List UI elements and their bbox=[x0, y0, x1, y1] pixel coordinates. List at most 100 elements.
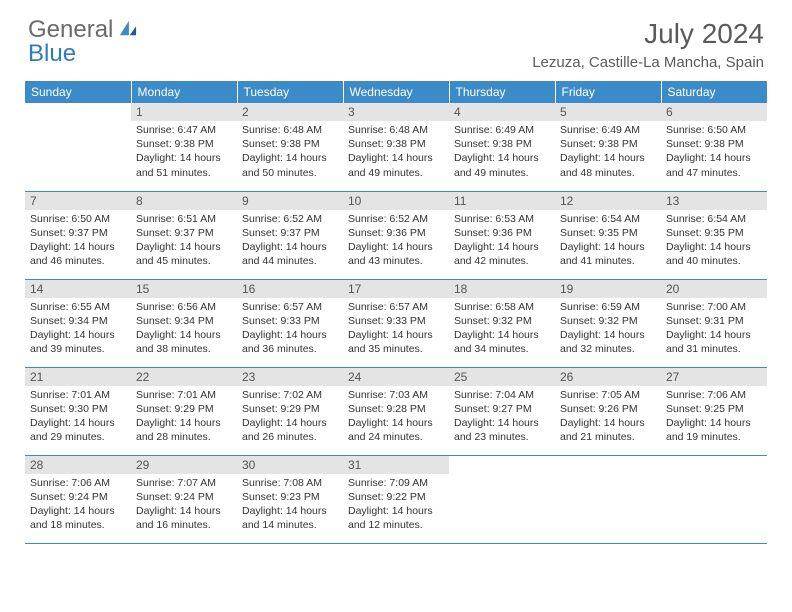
daylight-text: Daylight: 14 hours and 32 minutes. bbox=[560, 328, 656, 356]
sunset-text: Sunset: 9:35 PM bbox=[666, 226, 762, 240]
title-block: July 2024 Lezuza, Castille-La Mancha, Sp… bbox=[532, 18, 764, 71]
sunrise-text: Sunrise: 7:00 AM bbox=[666, 300, 762, 314]
sunrise-text: Sunrise: 6:54 AM bbox=[666, 212, 762, 226]
day-details: Sunrise: 6:49 AMSunset: 9:38 PMDaylight:… bbox=[449, 121, 555, 184]
calendar-cell: 2Sunrise: 6:48 AMSunset: 9:38 PMDaylight… bbox=[237, 103, 343, 191]
day-number: 31 bbox=[343, 456, 449, 474]
calendar-cell: 26Sunrise: 7:05 AMSunset: 9:26 PMDayligh… bbox=[555, 367, 661, 455]
calendar-cell: 9Sunrise: 6:52 AMSunset: 9:37 PMDaylight… bbox=[237, 191, 343, 279]
day-number: 13 bbox=[661, 192, 767, 210]
daylight-text: Daylight: 14 hours and 14 minutes. bbox=[242, 504, 338, 532]
sunrise-text: Sunrise: 6:58 AM bbox=[454, 300, 550, 314]
daylight-text: Daylight: 14 hours and 24 minutes. bbox=[348, 416, 444, 444]
sunset-text: Sunset: 9:24 PM bbox=[136, 490, 232, 504]
sunrise-text: Sunrise: 6:48 AM bbox=[348, 123, 444, 137]
sunset-text: Sunset: 9:24 PM bbox=[30, 490, 126, 504]
sunrise-text: Sunrise: 6:57 AM bbox=[242, 300, 338, 314]
day-number: 10 bbox=[343, 192, 449, 210]
day-number: 16 bbox=[237, 280, 343, 298]
sunset-text: Sunset: 9:32 PM bbox=[454, 314, 550, 328]
daylight-text: Daylight: 14 hours and 44 minutes. bbox=[242, 240, 338, 268]
sunrise-text: Sunrise: 6:53 AM bbox=[454, 212, 550, 226]
sunrise-text: Sunrise: 6:54 AM bbox=[560, 212, 656, 226]
daylight-text: Daylight: 14 hours and 29 minutes. bbox=[30, 416, 126, 444]
sunset-text: Sunset: 9:27 PM bbox=[454, 402, 550, 416]
daylight-text: Daylight: 14 hours and 36 minutes. bbox=[242, 328, 338, 356]
sunrise-text: Sunrise: 6:48 AM bbox=[242, 123, 338, 137]
calendar-cell bbox=[661, 455, 767, 543]
day-details: Sunrise: 6:56 AMSunset: 9:34 PMDaylight:… bbox=[131, 298, 237, 361]
calendar-cell: 17Sunrise: 6:57 AMSunset: 9:33 PMDayligh… bbox=[343, 279, 449, 367]
day-details: Sunrise: 6:49 AMSunset: 9:38 PMDaylight:… bbox=[555, 121, 661, 184]
day-details: Sunrise: 7:08 AMSunset: 9:23 PMDaylight:… bbox=[237, 474, 343, 537]
sunset-text: Sunset: 9:23 PM bbox=[242, 490, 338, 504]
daylight-text: Daylight: 14 hours and 48 minutes. bbox=[560, 151, 656, 179]
calendar-cell: 13Sunrise: 6:54 AMSunset: 9:35 PMDayligh… bbox=[661, 191, 767, 279]
sunrise-text: Sunrise: 7:02 AM bbox=[242, 388, 338, 402]
day-details: Sunrise: 7:02 AMSunset: 9:29 PMDaylight:… bbox=[237, 386, 343, 449]
calendar-table: SundayMondayTuesdayWednesdayThursdayFrid… bbox=[25, 81, 767, 544]
sunrise-text: Sunrise: 6:57 AM bbox=[348, 300, 444, 314]
sunrise-text: Sunrise: 6:49 AM bbox=[454, 123, 550, 137]
logo: GeneralBlue bbox=[28, 18, 139, 66]
day-details: Sunrise: 6:48 AMSunset: 9:38 PMDaylight:… bbox=[237, 121, 343, 184]
sunset-text: Sunset: 9:29 PM bbox=[242, 402, 338, 416]
calendar-cell: 23Sunrise: 7:02 AMSunset: 9:29 PMDayligh… bbox=[237, 367, 343, 455]
calendar-cell: 19Sunrise: 6:59 AMSunset: 9:32 PMDayligh… bbox=[555, 279, 661, 367]
day-details: Sunrise: 7:00 AMSunset: 9:31 PMDaylight:… bbox=[661, 298, 767, 361]
calendar-cell: 5Sunrise: 6:49 AMSunset: 9:38 PMDaylight… bbox=[555, 103, 661, 191]
day-number: 30 bbox=[237, 456, 343, 474]
daylight-text: Daylight: 14 hours and 16 minutes. bbox=[136, 504, 232, 532]
daylight-text: Daylight: 14 hours and 38 minutes. bbox=[136, 328, 232, 356]
day-number: 20 bbox=[661, 280, 767, 298]
daylight-text: Daylight: 14 hours and 35 minutes. bbox=[348, 328, 444, 356]
calendar-cell: 20Sunrise: 7:00 AMSunset: 9:31 PMDayligh… bbox=[661, 279, 767, 367]
day-details: Sunrise: 6:52 AMSunset: 9:36 PMDaylight:… bbox=[343, 210, 449, 273]
daylight-text: Daylight: 14 hours and 43 minutes. bbox=[348, 240, 444, 268]
calendar-cell: 8Sunrise: 6:51 AMSunset: 9:37 PMDaylight… bbox=[131, 191, 237, 279]
daylight-text: Daylight: 14 hours and 42 minutes. bbox=[454, 240, 550, 268]
day-details: Sunrise: 7:01 AMSunset: 9:29 PMDaylight:… bbox=[131, 386, 237, 449]
calendar-cell: 14Sunrise: 6:55 AMSunset: 9:34 PMDayligh… bbox=[25, 279, 131, 367]
sunset-text: Sunset: 9:32 PM bbox=[560, 314, 656, 328]
calendar-row: 14Sunrise: 6:55 AMSunset: 9:34 PMDayligh… bbox=[25, 279, 767, 367]
sunrise-text: Sunrise: 7:06 AM bbox=[30, 476, 126, 490]
sunset-text: Sunset: 9:35 PM bbox=[560, 226, 656, 240]
daylight-text: Daylight: 14 hours and 18 minutes. bbox=[30, 504, 126, 532]
daylight-text: Daylight: 14 hours and 49 minutes. bbox=[454, 151, 550, 179]
day-number: 24 bbox=[343, 368, 449, 386]
daylight-text: Daylight: 14 hours and 21 minutes. bbox=[560, 416, 656, 444]
day-details: Sunrise: 6:48 AMSunset: 9:38 PMDaylight:… bbox=[343, 121, 449, 184]
calendar-cell: 30Sunrise: 7:08 AMSunset: 9:23 PMDayligh… bbox=[237, 455, 343, 543]
day-number: 8 bbox=[131, 192, 237, 210]
calendar-cell: 3Sunrise: 6:48 AMSunset: 9:38 PMDaylight… bbox=[343, 103, 449, 191]
day-number: 6 bbox=[661, 103, 767, 121]
sunset-text: Sunset: 9:38 PM bbox=[560, 137, 656, 151]
logo-text-blue: Blue bbox=[28, 40, 76, 67]
calendar-cell: 28Sunrise: 7:06 AMSunset: 9:24 PMDayligh… bbox=[25, 455, 131, 543]
calendar-cell: 6Sunrise: 6:50 AMSunset: 9:38 PMDaylight… bbox=[661, 103, 767, 191]
sunset-text: Sunset: 9:30 PM bbox=[30, 402, 126, 416]
sunrise-text: Sunrise: 6:52 AM bbox=[348, 212, 444, 226]
day-number: 4 bbox=[449, 103, 555, 121]
weekday-header: Tuesday bbox=[237, 81, 343, 103]
daylight-text: Daylight: 14 hours and 50 minutes. bbox=[242, 151, 338, 179]
calendar-cell: 16Sunrise: 6:57 AMSunset: 9:33 PMDayligh… bbox=[237, 279, 343, 367]
weekday-header: Monday bbox=[131, 81, 237, 103]
sunset-text: Sunset: 9:31 PM bbox=[666, 314, 762, 328]
calendar-cell: 24Sunrise: 7:03 AMSunset: 9:28 PMDayligh… bbox=[343, 367, 449, 455]
day-number: 1 bbox=[131, 103, 237, 121]
day-details: Sunrise: 7:03 AMSunset: 9:28 PMDaylight:… bbox=[343, 386, 449, 449]
day-details: Sunrise: 7:05 AMSunset: 9:26 PMDaylight:… bbox=[555, 386, 661, 449]
day-number: 18 bbox=[449, 280, 555, 298]
day-number: 11 bbox=[449, 192, 555, 210]
calendar-body: 1Sunrise: 6:47 AMSunset: 9:38 PMDaylight… bbox=[25, 103, 767, 543]
sunrise-text: Sunrise: 6:47 AM bbox=[136, 123, 232, 137]
day-details: Sunrise: 7:01 AMSunset: 9:30 PMDaylight:… bbox=[25, 386, 131, 449]
day-number: 19 bbox=[555, 280, 661, 298]
logo-text-general: General bbox=[28, 16, 113, 43]
sunrise-text: Sunrise: 6:52 AM bbox=[242, 212, 338, 226]
day-details: Sunrise: 6:52 AMSunset: 9:37 PMDaylight:… bbox=[237, 210, 343, 273]
sunrise-text: Sunrise: 7:03 AM bbox=[348, 388, 444, 402]
sunset-text: Sunset: 9:37 PM bbox=[136, 226, 232, 240]
